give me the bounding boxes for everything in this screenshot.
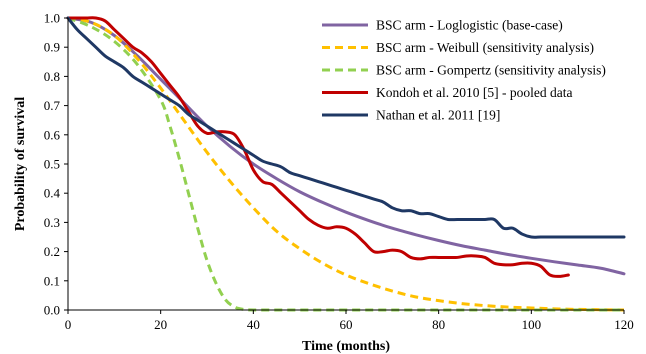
y-tick-label: 0.6 [44,127,61,142]
series-line-4 [66,16,570,278]
legend-label-4: Kondoh et al. 2010 [5] - pooled data [376,85,572,100]
axes [64,17,625,314]
y-tick-label: 0.1 [44,273,60,288]
x-tick-label: 60 [340,317,353,332]
y-tick-label: 0.0 [44,303,60,318]
legend-label-3: BSC arm - Gompertz (sensitivity analysis… [376,63,606,78]
y-tick-label: 0.3 [44,215,60,230]
y-tick-label: 0.9 [44,40,60,55]
y-tick-label: 1.0 [44,11,60,26]
y-tick-label: 0.5 [44,157,60,172]
legend-label-5: Nathan et al. 2011 [19] [376,108,500,123]
x-tick-label: 100 [522,317,542,332]
y-tick-label: 0.4 [44,186,61,201]
x-axis-title: Time (months) [302,339,390,354]
y-axis-title: Probability of survival [13,97,28,231]
legend-label-2: BSC arm - Weibull (sensitivity analysis) [376,40,594,55]
series-line-1 [66,16,626,276]
x-tick-label: 120 [614,317,634,332]
plot-area [66,16,626,312]
tick-labels: 0.0 0.1 0.2 0.3 0.4 0.5 0.6 0.7 0.8 0.9 1.0 0 20 40 60… [44,11,634,333]
x-tick-label: 20 [154,317,167,332]
x-tick-label: 0 [65,317,72,332]
legend: BSC arm - Loglogistic (base-case) BSC arm… [322,18,606,123]
y-tick-label: 0.7 [44,98,61,113]
series-line-2 [67,16,625,312]
legend-label-1: BSC arm - Loglogistic (base-case) [376,18,563,33]
y-tick-label: 0.2 [44,244,60,259]
y-tick-label: 0.8 [44,69,60,84]
x-tick-label: 80 [432,317,445,332]
x-tick-label: 40 [247,317,260,332]
series-line-5 [66,16,626,239]
series-line-3 [67,16,624,312]
